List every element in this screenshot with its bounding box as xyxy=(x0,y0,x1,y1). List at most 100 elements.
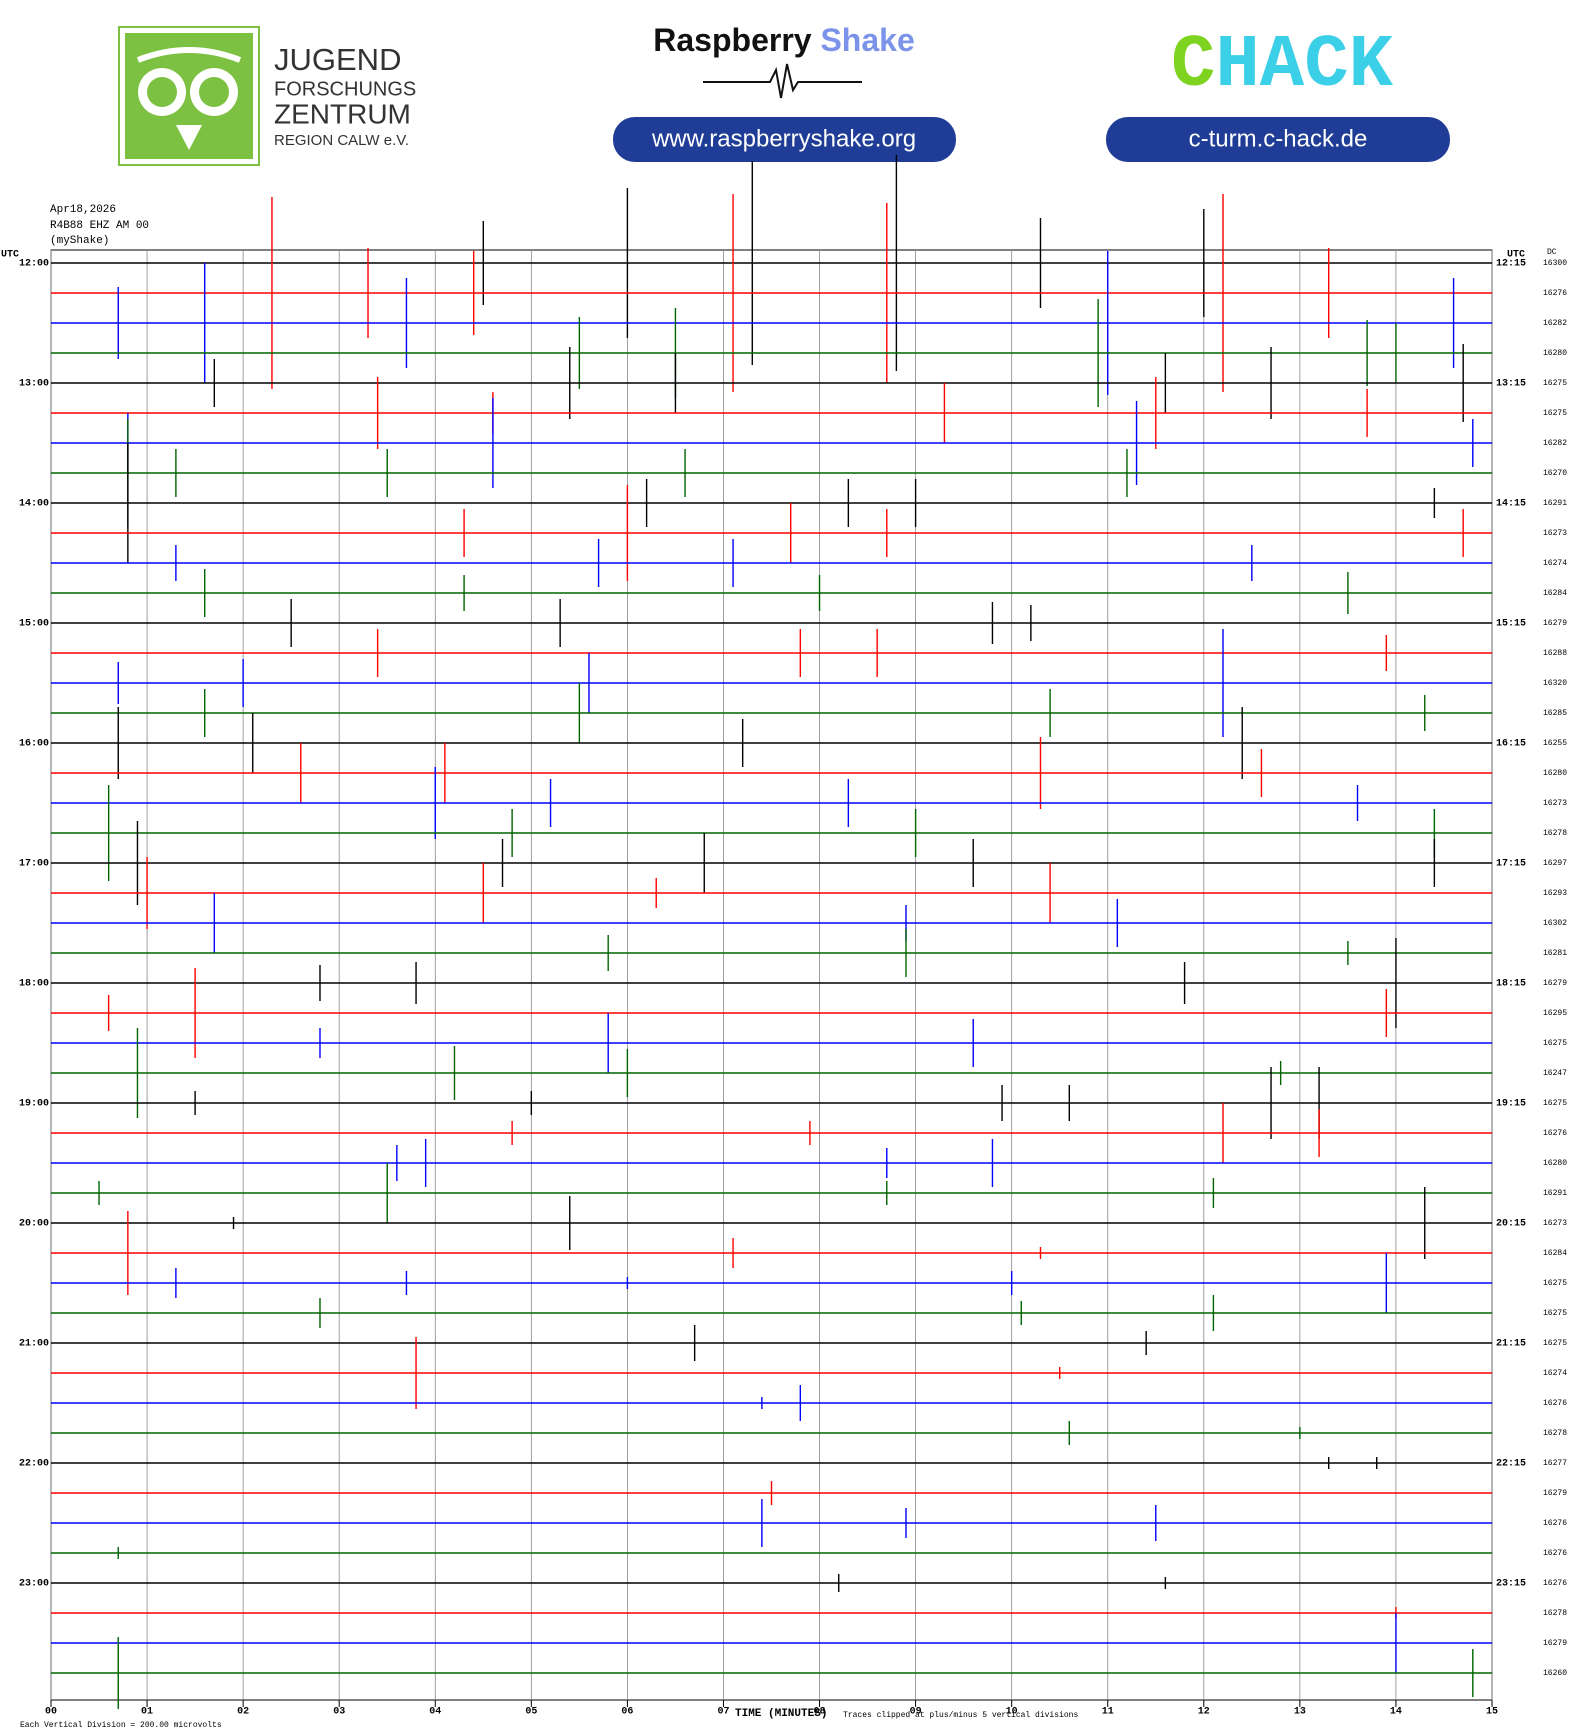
dc-value: 16275 xyxy=(1543,1279,1567,1288)
dc-value: 16302 xyxy=(1543,919,1567,928)
hour-label-right: 21:15 xyxy=(1496,1339,1526,1350)
x-tick-label: 04 xyxy=(429,1707,441,1718)
x-tick-label: 03 xyxy=(333,1707,345,1718)
dc-value: 16278 xyxy=(1543,1429,1567,1438)
dc-value: 16273 xyxy=(1543,799,1567,808)
hour-label-left: 16:00 xyxy=(19,739,49,750)
x-tick-label: 06 xyxy=(621,1707,633,1718)
hour-label-left: 14:00 xyxy=(19,499,49,510)
hour-label-left: 17:00 xyxy=(19,859,49,870)
hour-label-right: 16:15 xyxy=(1496,739,1526,750)
hour-label-left: 21:00 xyxy=(19,1339,49,1350)
dc-value: 16255 xyxy=(1543,739,1567,748)
dc-value: 16288 xyxy=(1543,649,1567,658)
dc-value: 16282 xyxy=(1543,319,1567,328)
hour-label-left: 23:00 xyxy=(19,1579,49,1590)
axis-label: UTC xyxy=(1,250,19,261)
dc-value: 16274 xyxy=(1543,1369,1567,1378)
footnote: Traces clipped at plus/minus 5 vertical … xyxy=(843,1711,1078,1720)
x-tick-label: 10 xyxy=(1006,1707,1018,1718)
dc-value: 16293 xyxy=(1543,889,1567,898)
dc-value: 16273 xyxy=(1543,529,1567,538)
x-tick-label: 11 xyxy=(1102,1707,1114,1718)
hour-label-right: 23:15 xyxy=(1496,1579,1526,1590)
x-tick-label: 05 xyxy=(525,1707,537,1718)
chack-part: HACK xyxy=(1215,24,1393,108)
x-tick-label: 14 xyxy=(1390,1707,1402,1718)
dc-value: 16277 xyxy=(1543,1459,1567,1468)
chack-part: C xyxy=(1171,24,1215,108)
dc-value: 16285 xyxy=(1543,709,1567,718)
dc-value: 16260 xyxy=(1543,1669,1567,1678)
brand-wave xyxy=(703,63,862,99)
x-axis-title: TIME (MINUTES) xyxy=(735,1708,827,1720)
dc-value: 16247 xyxy=(1543,1069,1567,1078)
logo-text: FORSCHUNGS xyxy=(274,78,416,100)
hour-label-right: 14:15 xyxy=(1496,499,1526,510)
hour-label-right: 19:15 xyxy=(1496,1099,1526,1110)
dc-value: 16276 xyxy=(1543,1519,1567,1528)
url-pill xyxy=(1106,117,1450,162)
hour-label-right: 13:15 xyxy=(1496,379,1526,390)
info-line: Apr18,2026 xyxy=(50,204,116,216)
x-tick-label: 02 xyxy=(237,1707,249,1718)
dc-value: 16275 xyxy=(1543,409,1567,418)
dc-value: 16273 xyxy=(1543,1219,1567,1228)
dc-value: 16300 xyxy=(1543,259,1567,268)
footnote: Each Vertical Division = 200.00 microvol… xyxy=(20,1721,222,1730)
dc-value: 16291 xyxy=(1543,499,1567,508)
dc-value: 16280 xyxy=(1543,769,1567,778)
hour-label-left: 19:00 xyxy=(19,1099,49,1110)
dc-value: 16275 xyxy=(1543,1039,1567,1048)
dc-value: 16276 xyxy=(1543,1129,1567,1138)
dc-value: 16280 xyxy=(1543,1159,1567,1168)
x-tick-label: 00 xyxy=(45,1707,57,1718)
dc-value: 16276 xyxy=(1543,289,1567,298)
dc-value: 16275 xyxy=(1543,1339,1567,1348)
jfz-logo xyxy=(118,26,260,166)
dc-value: 16284 xyxy=(1543,589,1567,598)
hour-label-right: 18:15 xyxy=(1496,979,1526,990)
dc-value: 16291 xyxy=(1543,1189,1567,1198)
dc-value: 16279 xyxy=(1543,1489,1567,1498)
url: c-turm.c-hack.de xyxy=(1189,125,1368,152)
dc-value: 16275 xyxy=(1543,1309,1567,1318)
x-tick-label: 08 xyxy=(814,1707,826,1718)
hour-label-left: 22:00 xyxy=(19,1459,49,1470)
dc-value: 16275 xyxy=(1543,1099,1567,1108)
x-tick-label: 01 xyxy=(141,1707,153,1718)
hour-label-right: 22:15 xyxy=(1496,1459,1526,1470)
dc-value: 16279 xyxy=(1543,619,1567,628)
brand-name: Raspberry Shake xyxy=(653,22,914,58)
hour-label-right: 17:15 xyxy=(1496,859,1526,870)
dc-value: 16284 xyxy=(1543,1249,1567,1258)
dc-value: 16279 xyxy=(1543,979,1567,988)
x-tick-label: 15 xyxy=(1486,1707,1498,1718)
dc-value: 16280 xyxy=(1543,349,1567,358)
hour-label-left: 15:00 xyxy=(19,619,49,630)
brand-part: Raspberry xyxy=(653,22,812,58)
logo-text: REGION CALW e.V. xyxy=(274,132,409,149)
dc-value: 16320 xyxy=(1543,679,1567,688)
hour-label-right: 15:15 xyxy=(1496,619,1526,630)
dc-value: 16282 xyxy=(1543,439,1567,448)
dc-label: DC xyxy=(1547,248,1557,257)
x-tick-label: 13 xyxy=(1294,1707,1306,1718)
info-line: R4B88 EHZ AM 00 xyxy=(50,220,149,232)
url: www.raspberryshake.org xyxy=(651,125,916,152)
chack-logo: CHACK xyxy=(1171,24,1394,108)
dc-value: 16278 xyxy=(1543,1609,1567,1618)
logo-text: JUGEND xyxy=(274,42,401,77)
dc-value: 16278 xyxy=(1543,829,1567,838)
dc-value: 16274 xyxy=(1543,559,1567,568)
logo-text: ZENTRUM xyxy=(274,98,411,129)
dc-value: 16295 xyxy=(1543,1009,1567,1018)
info-line: (myShake) xyxy=(50,235,109,247)
hour-label-left: 13:00 xyxy=(19,379,49,390)
dc-value: 16275 xyxy=(1543,379,1567,388)
dc-value: 16276 xyxy=(1543,1549,1567,1558)
hour-label-right: 12:15 xyxy=(1496,259,1526,270)
axis-label: UTC xyxy=(1507,250,1525,261)
brand-part: Shake xyxy=(820,22,914,58)
